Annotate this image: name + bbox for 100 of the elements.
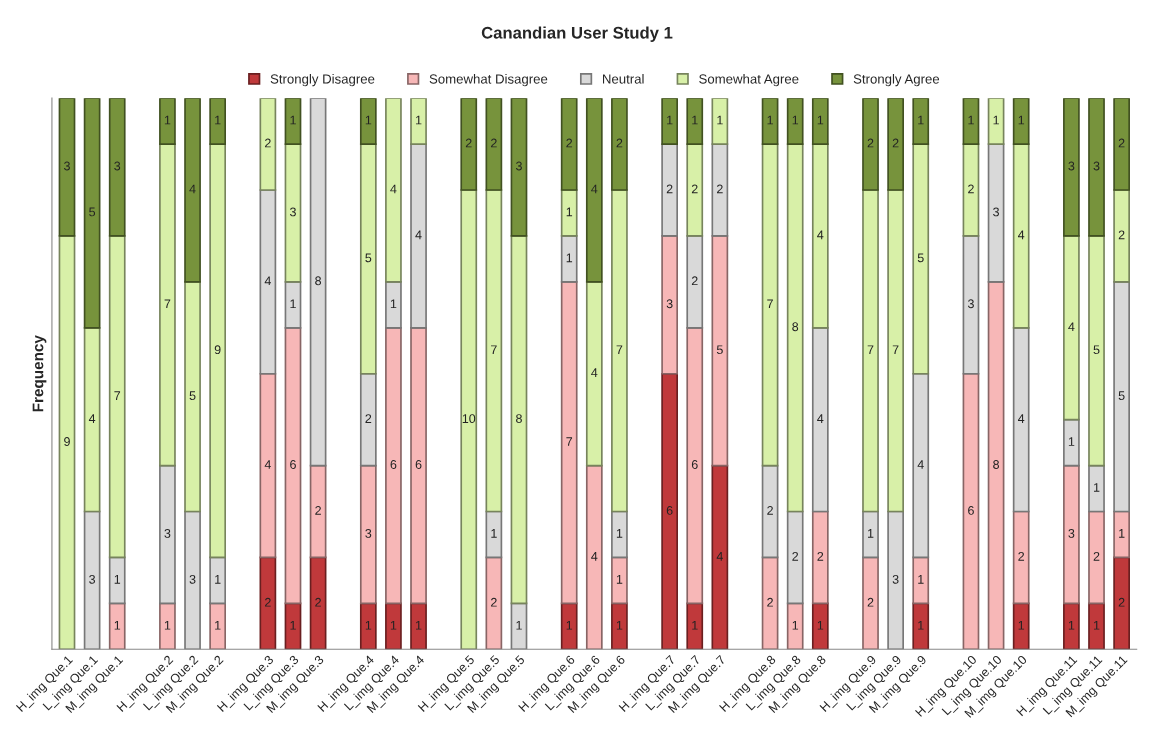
bar: [410, 143, 427, 329]
data-label: 1: [365, 115, 372, 125]
data-label: 1: [1018, 115, 1025, 125]
bar: [83, 510, 101, 650]
data-label: 1: [692, 115, 698, 125]
data-label: 1: [290, 299, 296, 309]
data-label: 1: [114, 620, 121, 630]
data-label: 2: [867, 597, 874, 607]
legend-label: Strongly Agree: [853, 73, 940, 87]
data-label: 4: [817, 230, 824, 240]
data-label: 2: [315, 597, 321, 607]
bar: [410, 98, 427, 145]
data-label: 1: [1068, 620, 1075, 630]
bar: [912, 98, 930, 145]
data-label: 7: [892, 345, 899, 354]
data-label: 4: [189, 184, 196, 194]
data-label: 1: [1119, 529, 1125, 538]
bar: [58, 98, 76, 237]
bar: [1012, 602, 1030, 650]
bar: [309, 98, 327, 467]
data-label: 4: [88, 414, 96, 423]
bar: [987, 281, 1005, 650]
bar: [686, 602, 704, 650]
data-label: 6: [415, 460, 422, 469]
bar: [962, 98, 980, 145]
bar: [611, 98, 628, 191]
bar: [385, 602, 402, 650]
bar: [1063, 464, 1080, 605]
bar: [1012, 326, 1030, 513]
bar: [209, 143, 227, 559]
bar: [560, 235, 578, 283]
data-label: 2: [892, 138, 899, 148]
bar: [611, 189, 628, 513]
data-label: 8: [792, 322, 799, 332]
data-label: 3: [64, 161, 70, 171]
data-label: 1: [817, 115, 824, 125]
bar: [510, 602, 528, 650]
bar: [686, 143, 704, 237]
data-label: 1: [918, 575, 924, 584]
bar: [862, 556, 879, 650]
data-label: 2: [1093, 551, 1100, 561]
data-label: 1: [1018, 620, 1025, 630]
data-label: 2: [691, 276, 698, 286]
bar: [912, 372, 930, 559]
data-label: 2: [767, 597, 773, 607]
data-label: 3: [1068, 161, 1075, 171]
bar: [209, 98, 227, 145]
legend-label: Somewhat Agree: [699, 73, 799, 87]
bar: [585, 464, 603, 650]
bar: [359, 464, 377, 605]
data-label: 5: [365, 253, 372, 263]
data-label: 4: [817, 414, 824, 423]
bar: [887, 189, 905, 513]
data-label: 9: [64, 437, 70, 446]
bar: [284, 98, 302, 145]
data-label: 1: [1093, 620, 1100, 630]
data-label: 1: [164, 620, 171, 630]
bar: [1088, 510, 1105, 605]
data-label: 1: [1093, 483, 1100, 492]
bar: [485, 98, 503, 191]
data-label: 2: [1118, 597, 1125, 607]
bar: [460, 189, 478, 650]
bar: [184, 98, 201, 283]
bar: [1063, 602, 1080, 650]
data-label: 3: [1093, 161, 1100, 171]
data-label: 1: [215, 620, 221, 630]
data-label: 1: [717, 115, 723, 125]
data-label: 7: [114, 391, 121, 400]
data-label: 1: [416, 620, 422, 630]
bar: [661, 98, 679, 145]
data-label: 1: [516, 620, 522, 630]
bar: [485, 556, 503, 650]
data-label: 2: [491, 597, 497, 607]
bar: [284, 602, 302, 650]
data-label: 5: [189, 391, 196, 401]
data-label: 1: [792, 620, 799, 630]
data-label: 9: [214, 345, 221, 355]
data-label: 4: [1017, 230, 1025, 240]
data-label: 2: [1018, 551, 1025, 561]
bar: [686, 98, 704, 145]
data-label: 1: [1068, 437, 1075, 446]
data-label: 1: [817, 620, 824, 630]
bar: [585, 281, 603, 467]
data-label: 4: [1068, 322, 1075, 332]
data-label: 4: [390, 184, 397, 194]
data-label: 1: [792, 115, 799, 125]
bar: [711, 235, 729, 467]
data-label: 3: [993, 207, 999, 217]
data-label: 3: [892, 574, 899, 584]
bar: [962, 372, 980, 650]
bar: [686, 235, 704, 329]
data-label: 8: [993, 460, 1000, 469]
bar: [184, 281, 201, 513]
bar: [284, 281, 302, 329]
bar: [962, 235, 980, 375]
legend-label: Neutral: [603, 73, 644, 84]
bar: [661, 143, 679, 237]
bar: [761, 143, 779, 467]
data-label: 1: [918, 620, 924, 630]
bar: [1012, 143, 1030, 329]
